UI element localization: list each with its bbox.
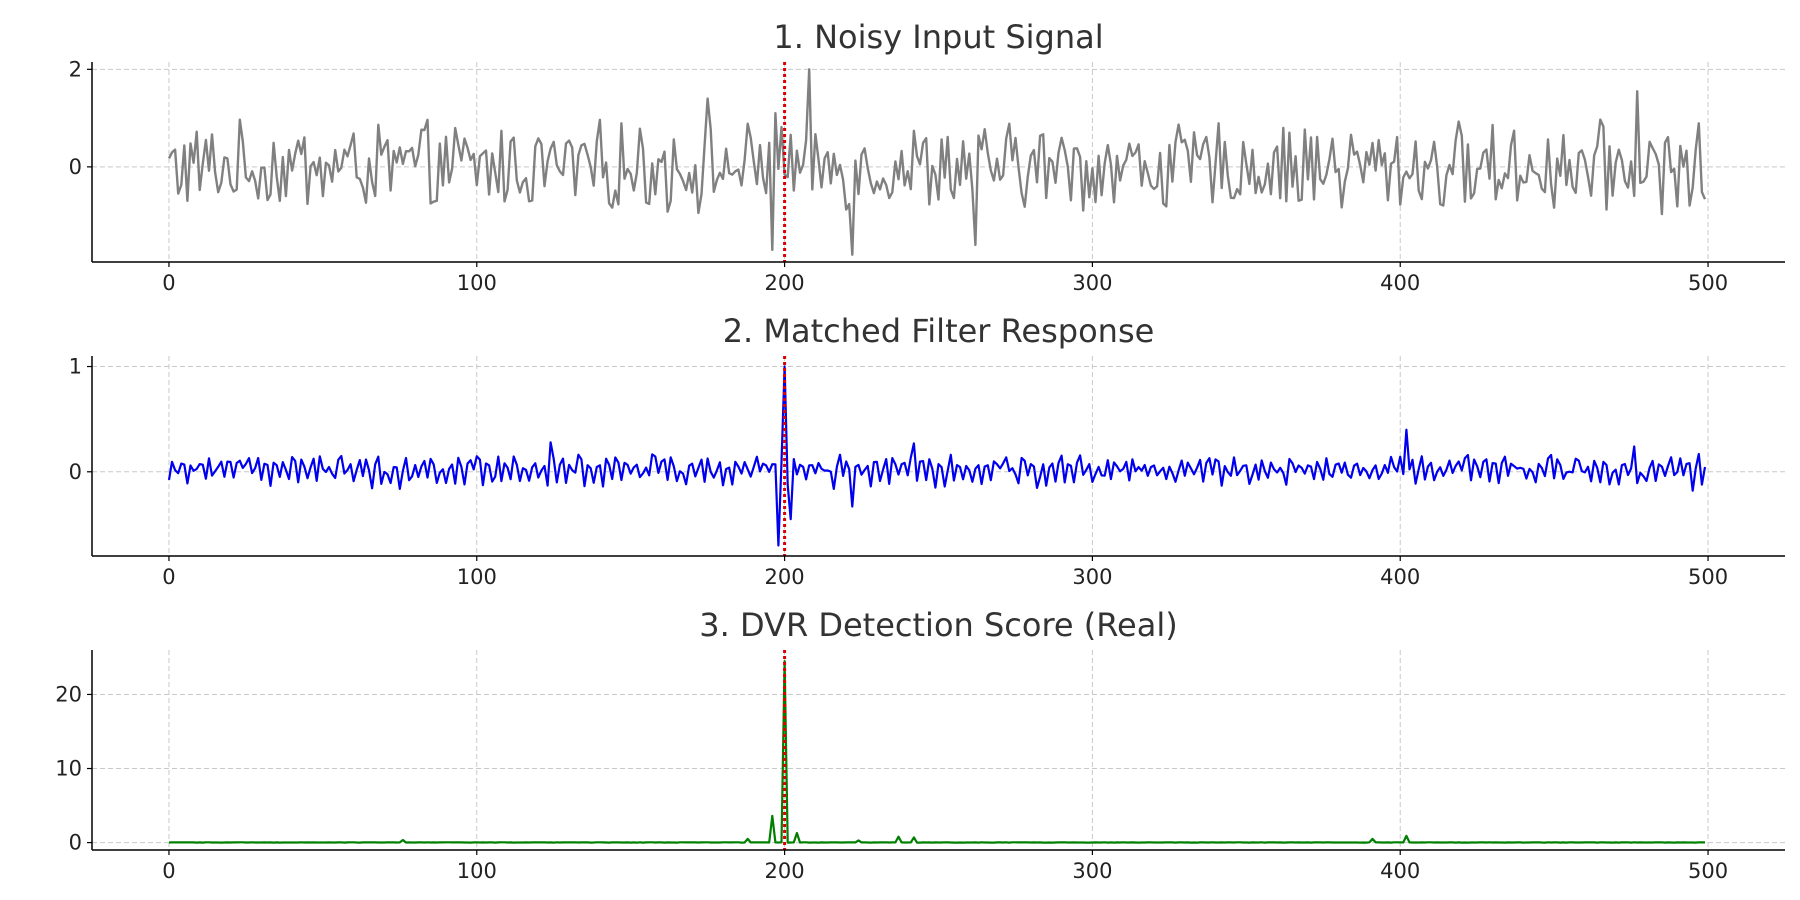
series-line bbox=[167, 68, 1707, 256]
x-tick-label: 0 bbox=[162, 859, 175, 883]
y-tick-label: 1 bbox=[69, 355, 82, 379]
y-tick-label: 0 bbox=[69, 155, 82, 179]
chart-title: 1. Noisy Input Signal bbox=[773, 18, 1103, 56]
x-tick-label: 500 bbox=[1688, 271, 1728, 295]
x-tick-label: 500 bbox=[1688, 565, 1728, 589]
y-tick-label: 10 bbox=[55, 757, 82, 781]
x-tick-label: 300 bbox=[1072, 565, 1112, 589]
x-tick-label: 100 bbox=[457, 565, 497, 589]
x-tick-label: 0 bbox=[162, 271, 175, 295]
y-tick-label: 0 bbox=[69, 831, 82, 855]
y-tick-label: 2 bbox=[69, 57, 82, 81]
series-line bbox=[167, 365, 1707, 547]
x-tick-label: 200 bbox=[765, 271, 805, 295]
chart-panel-3: 0 100 200 300 400 500 0 10 20 3. DVR Detection Sc… bbox=[55, 606, 1785, 883]
x-tick-label: 200 bbox=[765, 859, 805, 883]
x-tick-label: 300 bbox=[1072, 271, 1112, 295]
x-tick-label: 100 bbox=[457, 271, 497, 295]
x-tick-label: 200 bbox=[765, 565, 805, 589]
x-tick-label: 500 bbox=[1688, 859, 1728, 883]
x-tick-label: 400 bbox=[1380, 565, 1420, 589]
chart-title: 3. DVR Detection Score (Real) bbox=[699, 606, 1177, 644]
series-line bbox=[168, 660, 1705, 844]
x-tick-label: 400 bbox=[1380, 271, 1420, 295]
chart-panel-2: 0 100 200 300 400 500 0 1 2. Matched Filter Resp… bbox=[69, 312, 1785, 589]
x-tick-label: 400 bbox=[1380, 859, 1420, 883]
x-tick-label: 100 bbox=[457, 859, 497, 883]
x-tick-label: 0 bbox=[162, 565, 175, 589]
y-tick-label: 20 bbox=[55, 682, 82, 706]
chart-panel-1: 0 100 200 300 400 500 0 2 1. Noisy Input Signal bbox=[69, 18, 1785, 295]
x-tick-label: 300 bbox=[1072, 859, 1112, 883]
y-tick-label: 0 bbox=[69, 460, 82, 484]
chart-title: 2. Matched Filter Response bbox=[723, 312, 1155, 350]
